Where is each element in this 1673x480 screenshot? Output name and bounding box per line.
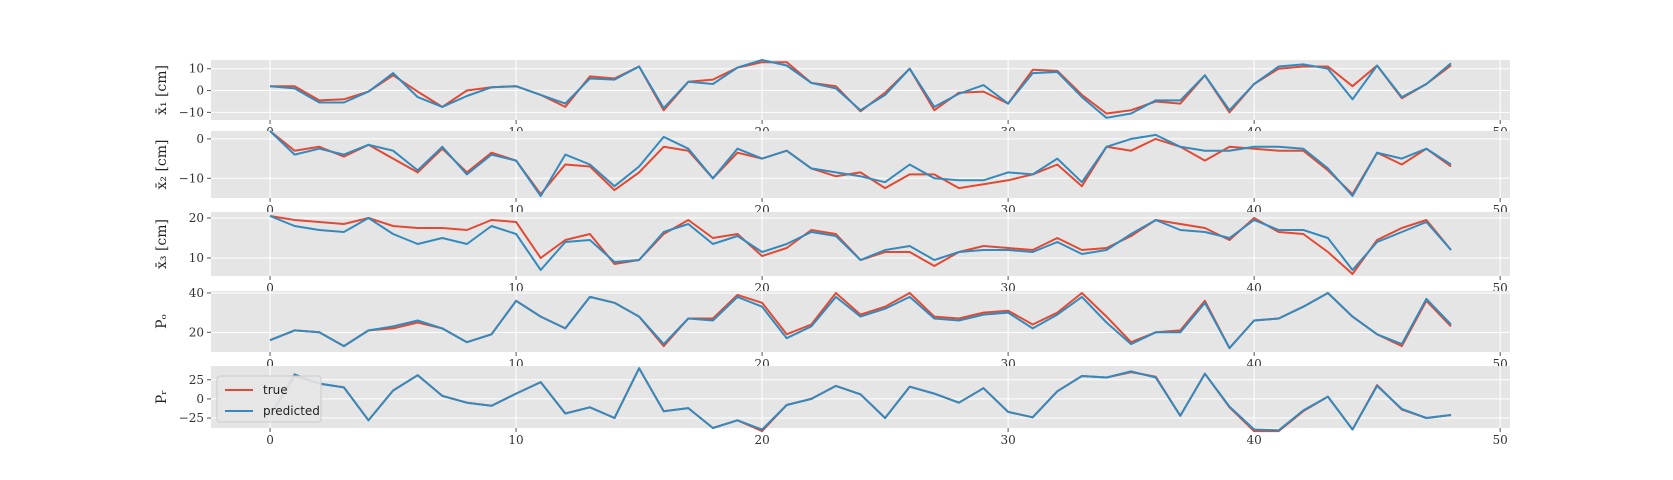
panel-background [211, 366, 1510, 428]
y-tick-label: 20 [189, 211, 204, 225]
y-axis-label: x̄₁ [cm] [154, 65, 170, 115]
y-tick-label: 10 [189, 251, 204, 265]
y-tick-label: 25 [189, 373, 204, 387]
series-line-predicted [269, 215, 1452, 271]
panel-background [211, 212, 1510, 276]
y-tick-label: 20 [189, 325, 204, 339]
series-line-predicted [269, 367, 1452, 432]
series-line-predicted [269, 59, 1452, 119]
panel-5: 0 10 20 30 40 50 −25 0 25 Pᵣ [154, 366, 1510, 447]
y-tick-label: −10 [179, 171, 204, 185]
series-line-predicted [269, 292, 1452, 350]
y-tick-label: 0 [196, 392, 204, 406]
series-line-true [269, 130, 1452, 196]
y-axis-label: Pₒ [154, 314, 170, 329]
x-tick-label: 30 [1000, 433, 1015, 447]
x-tick-label: 0 [266, 433, 274, 447]
legend: true predicted [216, 375, 322, 423]
x-tick-label: 50 [1493, 433, 1508, 447]
x-tick-label: 0 [266, 203, 274, 217]
y-tick-label: 10 [189, 62, 204, 76]
panel-background [211, 291, 1510, 352]
y-tick-label: −25 [179, 411, 204, 425]
y-axis-label: x̄₂ [cm] [154, 140, 170, 190]
x-tick-label: 0 [266, 281, 274, 295]
legend-label-true: true [263, 383, 288, 397]
y-tick-label: 0 [196, 84, 204, 98]
x-tick-label: 20 [754, 433, 769, 447]
y-tick-label: 0 [196, 132, 204, 146]
y-axis-label: x̄₃ [cm] [154, 219, 170, 269]
y-tick-label: 40 [189, 286, 204, 300]
x-tick-label: 10 [508, 433, 523, 447]
series-line-predicted [269, 130, 1452, 197]
legend-label-predicted: predicted [263, 404, 320, 418]
panel-background [211, 131, 1510, 198]
x-tick-label: 40 [1246, 433, 1261, 447]
x-tick-label: 0 [266, 357, 274, 371]
y-axis-label: Pᵣ [154, 390, 170, 404]
y-tick-label: −10 [179, 105, 204, 119]
